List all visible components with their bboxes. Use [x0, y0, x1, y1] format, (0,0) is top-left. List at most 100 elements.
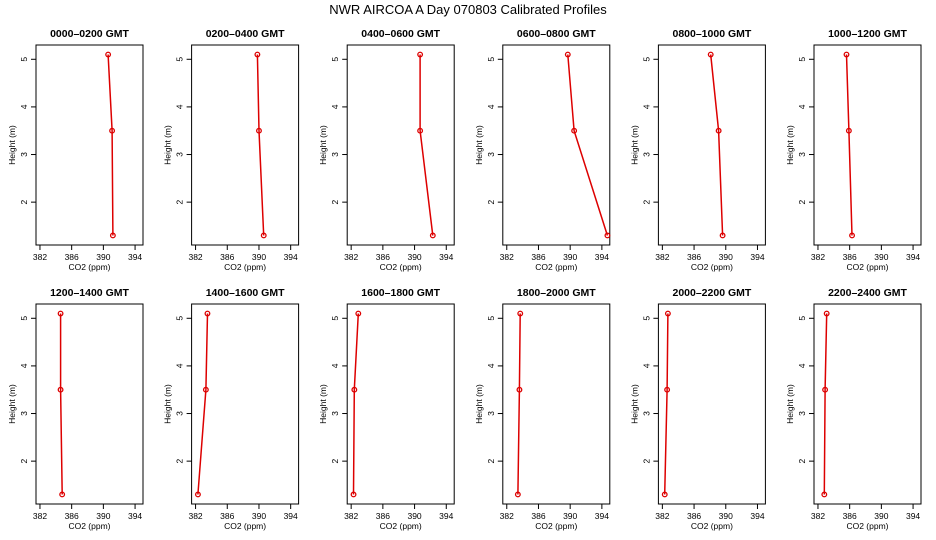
y-axis-label: Height (m)	[163, 384, 173, 424]
profile-line	[352, 313, 360, 495]
plot-frame	[191, 44, 300, 246]
x-tick-label: 386	[65, 511, 79, 521]
y-tick-label: 5	[175, 316, 185, 321]
panel-title: 1200–1400 GMT	[50, 287, 129, 299]
plot-frame	[657, 44, 766, 246]
x-tick-label: 386	[531, 511, 545, 521]
profile-line	[709, 54, 724, 236]
x-axis-label: CO2 (ppm)	[68, 262, 110, 272]
panel-8: 1600–1800 GMT 382 386 390 394 2 3 4 5 CO2 (ppm) He…	[318, 287, 455, 531]
data-point	[821, 491, 828, 498]
y-tick-label: 3	[797, 152, 807, 157]
panel-4: 0800–1000 GMT 382 386 390 394 2 3 4 5 CO2 (ppm) He…	[629, 28, 766, 272]
y-tick-label: 5	[330, 316, 340, 321]
figure-title: NWR AIRCOA A Day 070803 Calibrated Profi…	[329, 2, 607, 17]
x-axis-label: CO2 (ppm)	[846, 262, 888, 272]
y-tick-label: 4	[486, 363, 496, 368]
data-point	[664, 386, 671, 393]
x-tick-label: 394	[284, 511, 298, 521]
y-tick-label: 3	[641, 152, 651, 157]
panel-2: 0400–0600 GMT 382 386 390 394 2 3 4 5 CO2 (ppm) He…	[318, 28, 455, 272]
data-point	[564, 51, 571, 58]
data-point	[109, 127, 116, 134]
x-axis-label: CO2 (ppm)	[224, 521, 266, 531]
x-tick-label: 386	[220, 252, 234, 262]
x-tick-label: 386	[687, 252, 701, 262]
y-tick-label: 4	[19, 104, 29, 109]
data-point	[823, 310, 830, 317]
y-tick-label: 4	[797, 363, 807, 368]
y-tick-label: 3	[486, 411, 496, 416]
x-tick-label: 386	[376, 252, 390, 262]
plot-frame	[657, 303, 766, 505]
panel-title: 0200–0400 GMT	[206, 28, 285, 40]
y-tick-label: 3	[19, 152, 29, 157]
x-tick-label: 386	[687, 511, 701, 521]
x-tick-label: 386	[531, 252, 545, 262]
data-point	[429, 232, 436, 239]
y-tick-label: 4	[330, 363, 340, 368]
y-tick-label: 4	[175, 363, 185, 368]
y-tick-label: 4	[175, 104, 185, 109]
y-tick-label: 4	[641, 363, 651, 368]
data-point	[57, 310, 64, 317]
plot-frame	[502, 44, 611, 246]
y-tick-label: 5	[19, 316, 29, 321]
data-point	[202, 386, 209, 393]
x-axis-label: CO2 (ppm)	[224, 262, 266, 272]
profile-line	[823, 313, 828, 495]
x-axis-label: CO2 (ppm)	[846, 521, 888, 531]
panel-10: 2000–2200 GMT 382 386 390 394 2 3 4 5 CO2 (ppm) He…	[629, 287, 766, 531]
y-tick-label: 5	[486, 316, 496, 321]
plot-frame	[813, 44, 922, 246]
y-tick-label: 2	[175, 200, 185, 205]
y-axis-label: Height (m)	[785, 125, 795, 165]
x-axis-label: CO2 (ppm)	[691, 262, 733, 272]
data-point	[350, 491, 357, 498]
x-tick-label: 394	[906, 511, 920, 521]
panel-title: 1800–2000 GMT	[517, 287, 596, 299]
data-point	[105, 51, 112, 58]
y-tick-label: 5	[175, 57, 185, 62]
data-point	[57, 386, 64, 393]
panel-7: 1400–1600 GMT 382 386 390 394 2 3 4 5 CO2 (ppm) He…	[163, 287, 300, 531]
panel-title: 1000–1200 GMT	[828, 28, 907, 40]
x-tick-label: 382	[188, 252, 202, 262]
y-tick-label: 3	[175, 411, 185, 416]
y-axis-label: Height (m)	[474, 125, 484, 165]
x-tick-label: 394	[128, 252, 142, 262]
y-tick-label: 5	[797, 316, 807, 321]
profile-line	[107, 54, 114, 236]
profile-line	[517, 313, 521, 495]
x-tick-label: 394	[750, 511, 764, 521]
data-point	[514, 491, 521, 498]
plot-frame	[813, 303, 922, 505]
x-axis-label: CO2 (ppm)	[535, 521, 577, 531]
data-point	[254, 51, 261, 58]
panel-0: 0000–0200 GMT 382 386 390 394 2 3 4 5 CO2 (ppm) He…	[7, 28, 144, 272]
x-tick-label: 390	[563, 252, 577, 262]
x-tick-label: 390	[719, 252, 733, 262]
data-point	[417, 127, 424, 134]
data-point	[417, 51, 424, 58]
data-point	[516, 386, 523, 393]
panel-3: 0600–0800 GMT 382 386 390 394 2 3 4 5 CO2 (ppm) He…	[474, 28, 611, 272]
plot-frame	[35, 303, 144, 505]
y-tick-label: 3	[330, 411, 340, 416]
panel-title: 1400–1600 GMT	[206, 287, 285, 299]
profile-line	[419, 54, 434, 236]
y-tick-label: 4	[486, 104, 496, 109]
y-axis-label: Height (m)	[629, 384, 639, 424]
y-axis-label: Height (m)	[318, 384, 328, 424]
panel-title: 1600–1800 GMT	[361, 287, 440, 299]
x-tick-label: 382	[344, 511, 358, 521]
x-tick-label: 394	[128, 511, 142, 521]
data-point	[849, 232, 855, 239]
x-tick-label: 390	[719, 511, 733, 521]
y-axis-label: Height (m)	[474, 384, 484, 424]
x-tick-label: 386	[220, 511, 234, 521]
data-point	[845, 127, 852, 134]
profile-line	[845, 54, 853, 236]
panel-title: 2200–2400 GMT	[828, 287, 907, 299]
